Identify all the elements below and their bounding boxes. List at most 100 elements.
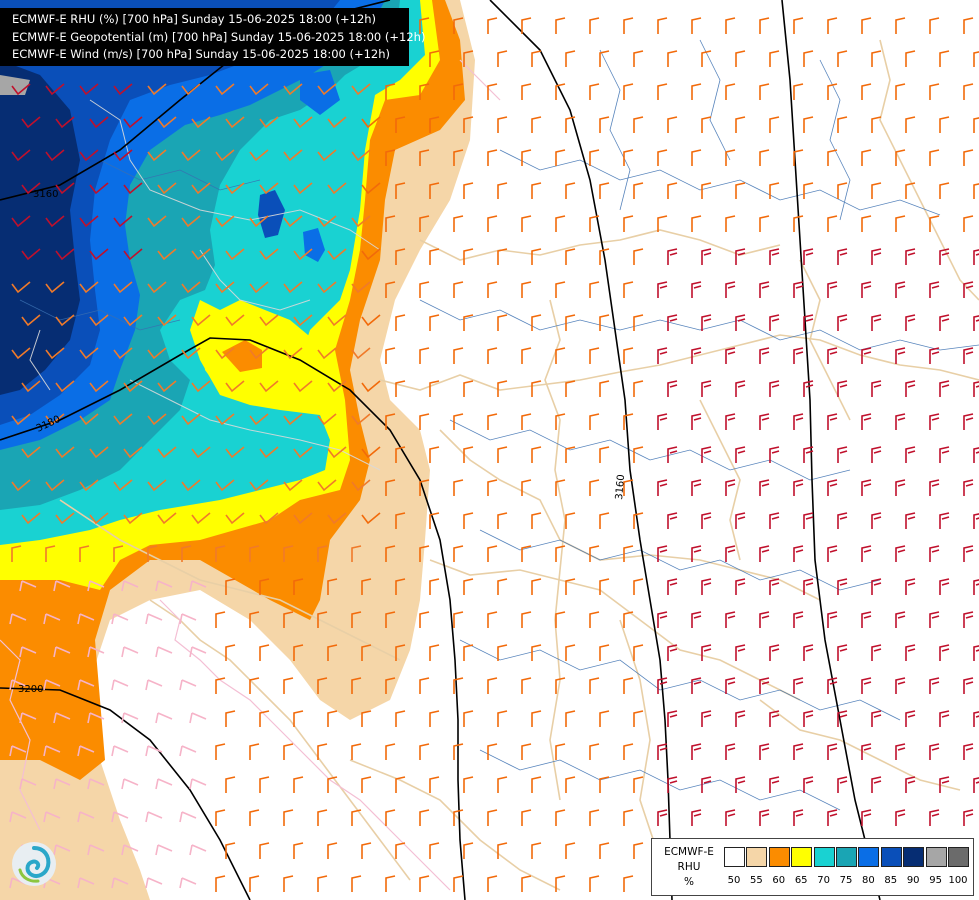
wind-barb	[45, 347, 65, 360]
wind-barb	[973, 51, 979, 67]
wind-barb	[191, 182, 211, 195]
wind-barb	[827, 479, 838, 496]
wind-barb	[191, 380, 211, 393]
wind-barb	[895, 347, 906, 364]
wind-barb	[259, 842, 270, 859]
wind-barb	[803, 578, 814, 595]
wind-barb	[497, 116, 508, 133]
wind-barb	[147, 215, 167, 228]
wind-barb	[19, 646, 37, 658]
wind-barb	[555, 413, 566, 430]
wind-barb	[837, 314, 848, 331]
wind-barb	[189, 778, 207, 790]
weather-logo-icon	[12, 842, 56, 886]
wind-barb	[905, 314, 916, 331]
wind-barb	[623, 611, 634, 628]
wind-barb	[657, 611, 668, 628]
wind-barb	[521, 677, 532, 694]
wind-barb	[531, 644, 542, 661]
wind-barb	[895, 479, 906, 496]
wind-barb	[973, 315, 979, 331]
wind-barb	[77, 811, 95, 823]
wind-barb	[361, 314, 381, 327]
wind-barb	[905, 116, 916, 133]
wind-barb	[249, 479, 269, 492]
wind-barb	[419, 479, 430, 496]
legend-tick-label: 50	[727, 875, 741, 886]
wind-barb	[929, 215, 940, 232]
wind-barb	[453, 149, 464, 166]
wind-barb	[827, 149, 838, 166]
wind-barb	[121, 580, 139, 592]
wind-barb	[463, 710, 474, 727]
wind-barb	[803, 710, 814, 727]
rhu-80-patch-b	[303, 228, 325, 262]
wind-barb	[249, 215, 269, 228]
wind-barb	[589, 83, 600, 100]
wind-barb	[55, 248, 75, 261]
wind-barb	[283, 611, 294, 628]
wind-barb	[691, 83, 702, 100]
wind-barb	[735, 578, 746, 595]
wind-barb	[657, 83, 668, 100]
wind-barb	[691, 413, 702, 430]
wind-barb	[939, 710, 950, 727]
wind-barb	[385, 215, 396, 232]
wind-barb	[419, 17, 430, 34]
wind-barb	[963, 17, 974, 34]
wind-barb	[735, 644, 746, 661]
wind-barb	[283, 545, 294, 562]
wind-barb	[215, 809, 226, 826]
wind-barb	[827, 413, 838, 430]
wind-barb	[79, 215, 99, 228]
wind-barb	[565, 446, 576, 463]
contour-label-3160-east: 3160	[614, 474, 627, 500]
wind-barb	[327, 578, 338, 595]
wind-barb	[725, 809, 736, 826]
wind-barb	[123, 248, 143, 261]
wind-barb	[77, 613, 95, 625]
legend-swatch	[880, 847, 902, 867]
wind-barb	[43, 613, 61, 625]
wind-barb	[419, 875, 430, 892]
wind-barb	[555, 875, 566, 892]
wind-barb	[735, 182, 746, 199]
wind-barb	[565, 842, 576, 859]
wind-barb	[589, 215, 600, 232]
wind-barb	[769, 380, 780, 397]
wind-barb	[861, 215, 872, 232]
wind-barb	[895, 149, 906, 166]
wind-barb	[19, 580, 37, 592]
wind-barb	[111, 811, 129, 823]
wind-barb	[827, 611, 838, 628]
wind-barb	[929, 479, 940, 496]
wind-barb	[837, 116, 848, 133]
wind-barb	[735, 248, 746, 265]
wind-barb	[555, 545, 566, 562]
wind-barb	[565, 182, 576, 199]
rivers	[19, 39, 979, 811]
wind-barb	[803, 50, 814, 67]
wind-barb	[317, 545, 328, 562]
contour-label-3160-west: 3160	[33, 189, 58, 200]
wind-barb	[123, 182, 143, 195]
wind-barb	[225, 644, 236, 661]
wind-barb	[123, 380, 143, 393]
wind-barb	[623, 17, 634, 34]
wind-barb	[147, 83, 167, 96]
wind-barb	[623, 413, 634, 430]
wind-barb	[327, 776, 338, 793]
wind-barb	[179, 679, 197, 691]
wind-barb	[973, 117, 979, 133]
wind-barb	[861, 743, 872, 760]
wind-barb	[43, 745, 61, 757]
wind-barb	[147, 413, 167, 426]
wind-barb	[145, 877, 163, 889]
legend-swatch	[791, 847, 813, 867]
wind-barb	[463, 644, 474, 661]
wind-barb	[327, 842, 338, 859]
wind-barb	[531, 842, 542, 859]
wind-barb	[735, 710, 746, 727]
wind-barb	[939, 446, 950, 463]
wind-barb	[79, 281, 99, 294]
